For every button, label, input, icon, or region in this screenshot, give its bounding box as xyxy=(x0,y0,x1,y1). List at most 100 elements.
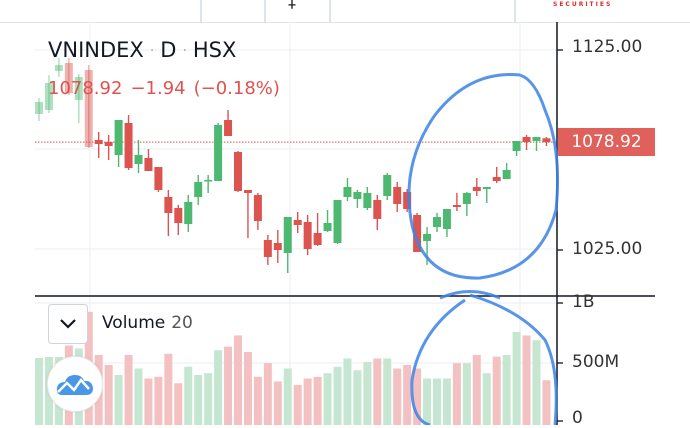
volume-bar xyxy=(164,353,173,425)
candle-up xyxy=(333,200,342,243)
price-tick: 1025.00 xyxy=(572,239,643,259)
annotation-circle xyxy=(407,73,560,280)
candle-up xyxy=(283,217,292,253)
candle-up xyxy=(214,125,223,181)
symbol-title: VNINDEX · D · HSX xyxy=(48,38,236,62)
volume-bar xyxy=(333,366,342,425)
candle-up xyxy=(462,193,471,204)
volume-tick: 1B xyxy=(572,292,595,312)
candle-down xyxy=(492,177,501,181)
toolbar-tool-icon[interactable]: ‡ xyxy=(288,0,296,11)
volume-bar xyxy=(542,380,551,425)
candle-up xyxy=(383,175,392,196)
candle-up xyxy=(423,234,432,241)
volume-bar xyxy=(433,378,441,425)
candle-down xyxy=(263,240,272,257)
candle-up xyxy=(482,187,491,189)
volume-bar xyxy=(134,368,143,425)
top-toolbar: ‡ SECURITIES xyxy=(0,0,690,23)
separator: · xyxy=(149,43,155,59)
volume-legend: Volume 20 xyxy=(102,313,193,333)
cloud-chart-icon xyxy=(56,375,93,395)
separator: · xyxy=(182,43,187,59)
volume-bar xyxy=(204,373,213,425)
candle-up xyxy=(433,217,441,227)
volume-bar xyxy=(174,383,183,425)
exchange: HSX xyxy=(192,38,237,62)
candle-up xyxy=(35,102,43,114)
candle-up xyxy=(184,202,193,224)
volume-bar xyxy=(343,358,352,425)
candle-down xyxy=(403,192,412,209)
candle-up xyxy=(353,192,362,199)
volume-bar xyxy=(194,374,203,425)
candle-up xyxy=(363,193,372,208)
candle-up xyxy=(194,182,203,197)
candle-down xyxy=(522,137,531,142)
toolbar-divider xyxy=(329,0,331,22)
volume-bar xyxy=(482,373,491,425)
price-quote: 1078.92 −1.94 (−0.18%) xyxy=(48,78,288,99)
candle-up xyxy=(502,170,511,179)
candle-down xyxy=(84,70,93,147)
volume-bar xyxy=(283,368,292,425)
candle-up xyxy=(204,180,213,182)
volume-bar xyxy=(502,354,511,425)
candle-up xyxy=(323,223,332,231)
volume-bar xyxy=(353,370,362,425)
candle-down xyxy=(542,138,551,143)
candle-down xyxy=(174,208,183,223)
price-change: −1.94 xyxy=(130,78,186,99)
candle-down xyxy=(64,63,73,93)
volume-tick: 500M xyxy=(572,352,620,372)
candle-up xyxy=(442,209,451,229)
volume-bar xyxy=(253,376,262,425)
volume-bar xyxy=(313,376,322,425)
candle-down xyxy=(413,215,422,252)
volume-bar xyxy=(293,385,302,425)
app-logo-button[interactable] xyxy=(47,356,103,412)
collapse-indicator-button[interactable] xyxy=(48,304,88,344)
volume-bar xyxy=(403,364,412,425)
volume-bar xyxy=(423,378,432,425)
annotation-circle xyxy=(410,290,558,425)
volume-bar xyxy=(413,368,422,425)
volume-bar xyxy=(273,381,282,425)
toolbar-divider xyxy=(200,0,202,22)
volume-bar xyxy=(263,363,272,425)
volume-bar xyxy=(472,354,481,425)
candle-down xyxy=(144,158,153,171)
candle-up xyxy=(44,83,53,110)
volume-bar xyxy=(303,378,312,425)
candle-down xyxy=(224,120,233,136)
volume-label: Volume xyxy=(102,313,166,333)
candle-down xyxy=(104,142,113,146)
candle-down xyxy=(164,197,173,213)
candle-down xyxy=(273,243,282,250)
candle-down xyxy=(243,190,252,193)
candle-down xyxy=(253,195,262,221)
volume-bar xyxy=(104,364,113,425)
volume-tick: 0 xyxy=(572,408,583,428)
toolbar-divider xyxy=(514,0,516,22)
volume-bar xyxy=(512,331,521,425)
volume-bar xyxy=(383,358,392,425)
candle-down xyxy=(234,152,242,191)
volume-bar xyxy=(363,362,372,425)
volume-bar xyxy=(492,356,501,425)
volume-bar xyxy=(114,374,123,425)
chevron-down-icon xyxy=(60,319,76,329)
volume-bar xyxy=(124,354,133,425)
toolbar-divider xyxy=(264,0,266,22)
volume-bar xyxy=(462,363,471,425)
volume-bar xyxy=(393,368,402,425)
candle-down xyxy=(472,187,481,191)
volume-bar xyxy=(234,335,242,425)
brand-logo-text: SECURITIES xyxy=(553,1,613,8)
symbol: VNINDEX xyxy=(48,38,144,62)
volume-length: 20 xyxy=(171,313,193,333)
volume-bar xyxy=(144,378,153,425)
candle-down xyxy=(293,220,302,225)
volume-bar xyxy=(243,351,252,425)
candle-up xyxy=(512,141,521,151)
